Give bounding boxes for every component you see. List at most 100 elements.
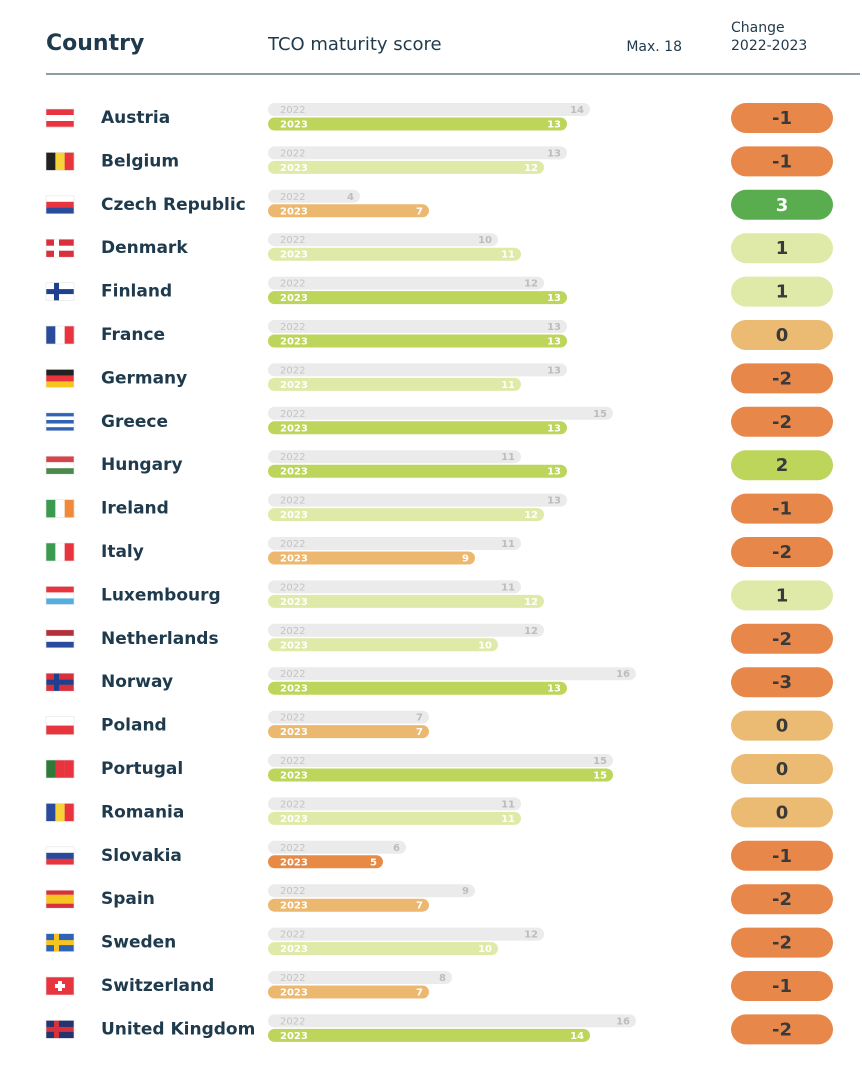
value-2023: 13 [547, 467, 561, 478]
change-pill [731, 580, 833, 611]
flag-stripe [46, 598, 74, 605]
bar-2023 [268, 334, 567, 348]
change-value: -2 [772, 368, 792, 389]
bar-2023 [268, 811, 521, 825]
year-label: 2023 [280, 337, 308, 348]
country-name: Ireland [101, 499, 169, 519]
flag-stripe [64, 326, 75, 344]
bar-2023 [268, 160, 544, 174]
change-value: -3 [772, 672, 792, 693]
flag [45, 412, 75, 432]
bar-2022 [268, 884, 475, 898]
change-value: 0 [776, 325, 789, 346]
value-2022: 13 [547, 322, 561, 333]
value-2023: 15 [593, 771, 607, 782]
flag-border [45, 369, 75, 388]
flag-border [45, 889, 75, 909]
bar-2022 [268, 233, 498, 247]
change-value: 2 [776, 455, 789, 476]
value-2022: 10 [478, 235, 492, 246]
country-name: Greece [101, 412, 168, 432]
year-label: 2022 [280, 192, 305, 203]
bar-2023 [268, 291, 567, 305]
flag-stripe [64, 803, 75, 822]
value-2023: 14 [570, 1031, 584, 1042]
country-name: Belgium [101, 151, 179, 171]
change-value: -2 [772, 889, 792, 910]
flag-stripe [46, 803, 56, 822]
change-pill [731, 623, 833, 654]
flag-border [45, 195, 75, 215]
value-2022: 11 [501, 539, 515, 550]
year-label: 2023 [280, 293, 308, 304]
change-pill [731, 146, 833, 177]
flag-stripe [46, 586, 74, 593]
flag-border [45, 672, 75, 692]
value-2022: 9 [462, 886, 469, 897]
year-label: 2023 [280, 901, 308, 912]
change-header: Change [731, 20, 785, 36]
value-2022: 12 [524, 930, 538, 941]
bar-2023 [268, 898, 429, 912]
flag-stripe [46, 420, 74, 424]
change-header: 2022-2023 [731, 38, 807, 54]
change-pill [731, 754, 833, 784]
value-2022: 16 [616, 669, 630, 680]
flag-stripe [46, 462, 74, 469]
bar-2023 [268, 985, 429, 999]
bar-2022 [268, 623, 544, 637]
change-value: 3 [776, 195, 789, 216]
value-2022: 11 [501, 452, 515, 463]
value-2022: 13 [547, 148, 561, 159]
value-2022: 4 [347, 192, 354, 203]
bar-2023 [268, 117, 567, 131]
value-2023: 12 [524, 163, 538, 174]
flag-stripe [46, 858, 74, 865]
change-pill [731, 884, 833, 915]
flag-border [45, 803, 75, 822]
change-pill [731, 276, 833, 307]
year-label: 2023 [280, 1031, 308, 1042]
flag-border [45, 542, 75, 562]
flag-stripe [46, 115, 74, 122]
bar-2022 [268, 710, 429, 724]
flag [45, 846, 75, 866]
flag-border [45, 933, 75, 952]
change-pill [731, 406, 833, 437]
flag-border [45, 238, 75, 258]
change-value: 1 [776, 238, 789, 259]
year-label: 2022 [280, 409, 305, 420]
flag-border [45, 759, 75, 779]
bar-2022 [268, 363, 567, 377]
value-2022: 12 [524, 626, 538, 637]
bar-2022 [268, 189, 360, 203]
change-value: 1 [776, 585, 789, 606]
change-value: 0 [776, 759, 789, 780]
value-2023: 13 [547, 293, 561, 304]
flag-stripe [46, 427, 74, 431]
flag-border [45, 108, 75, 128]
flag-cross [46, 245, 74, 251]
country-name: Sweden [101, 933, 176, 953]
flag-stripe [46, 152, 56, 171]
flag-stripe [46, 412, 74, 417]
flag [45, 976, 75, 996]
value-2023: 11 [501, 250, 515, 261]
year-label: 2023 [280, 206, 308, 217]
year-label: 2022 [280, 148, 305, 159]
flag-stripe [46, 543, 56, 561]
flag-stripe [46, 635, 74, 642]
value-2022: 8 [439, 973, 446, 984]
country-name: Portugal [101, 759, 183, 779]
flag-stripe [46, 852, 74, 859]
country-name: Germany [101, 368, 187, 388]
value-2022: 6 [393, 843, 400, 854]
change-value: -2 [772, 412, 792, 433]
flag [45, 152, 75, 171]
year-label: 2022 [280, 669, 305, 680]
bar-2022 [268, 406, 613, 420]
country-name: Czech Republic [101, 195, 246, 215]
flag-border [45, 1020, 75, 1039]
flag [45, 672, 75, 692]
flag-stripe [55, 152, 65, 171]
